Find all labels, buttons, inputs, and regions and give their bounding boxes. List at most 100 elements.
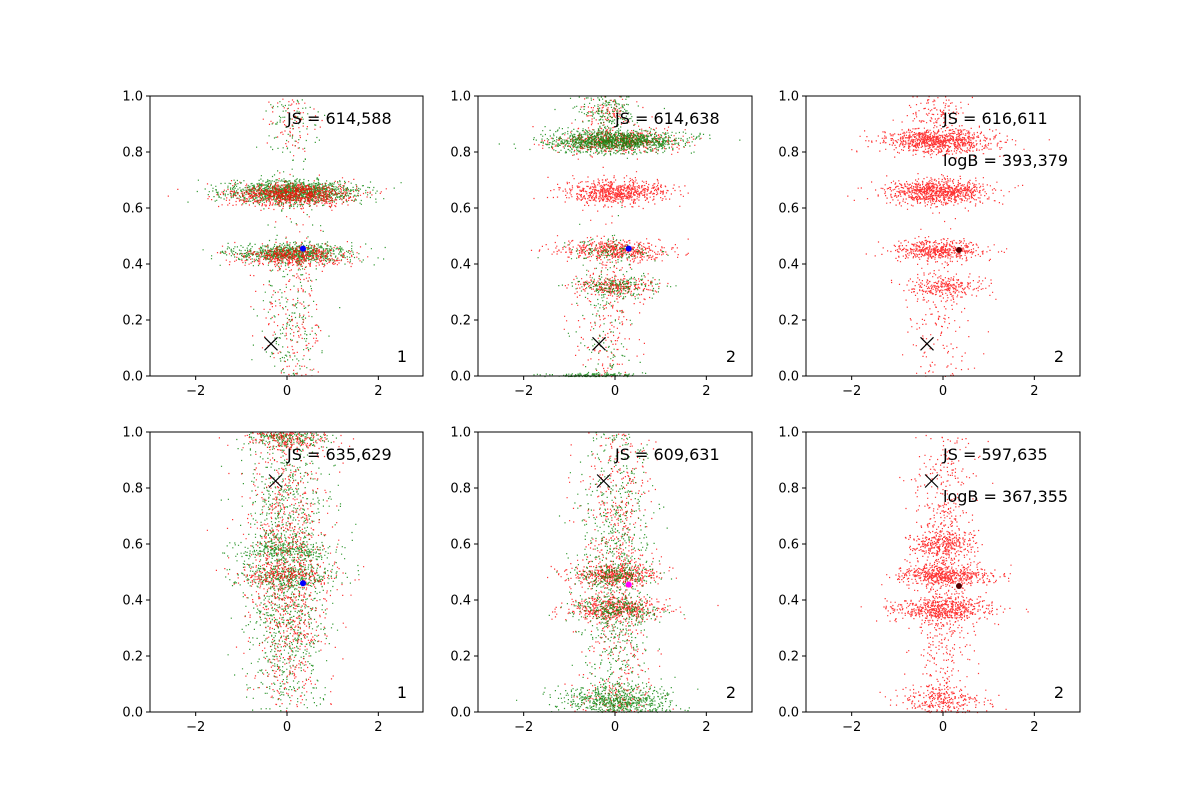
scatter-points xyxy=(847,96,1050,377)
y-tick-label: 0.0 xyxy=(450,370,471,385)
y-tick-label: 0.8 xyxy=(450,146,471,161)
y-tick-label: 0.6 xyxy=(122,538,143,553)
x-tick-label: 0 xyxy=(939,720,947,735)
axis-ticks: −2 0 2 0.0 0.2 0.4 0.6 0.8 1.0 xyxy=(450,90,710,400)
scatter-points xyxy=(498,96,741,378)
y-tick-label: 1.0 xyxy=(122,426,143,441)
x-tick-label: 2 xyxy=(1030,720,1038,735)
js-annotation: JS = 616,611 xyxy=(942,109,1048,128)
y-tick-label: 0.8 xyxy=(450,482,471,497)
logb-annotation: logB = 393,379 xyxy=(943,151,1068,170)
panel-index-label: 1 xyxy=(397,347,407,366)
y-tick-label: 0.2 xyxy=(450,314,471,329)
y-tick-label: 0.4 xyxy=(450,594,471,609)
center-point-marker xyxy=(625,581,632,588)
scatter-series-points xyxy=(516,432,699,714)
panel-index-label: 2 xyxy=(726,683,736,702)
x-tick-label: 0 xyxy=(611,720,619,735)
y-tick-label: 0.6 xyxy=(778,538,799,553)
y-tick-label: 0.4 xyxy=(778,258,799,273)
js-annotation: JS = 614,638 xyxy=(614,109,720,128)
scatter-series-points xyxy=(547,432,719,713)
cross-marker xyxy=(596,474,611,488)
y-tick-label: 1.0 xyxy=(450,426,471,441)
y-tick-label: 0.6 xyxy=(778,202,799,217)
panel-index-label: 2 xyxy=(726,347,736,366)
center-point-marker xyxy=(955,583,962,589)
cross-marker xyxy=(920,336,934,351)
y-tick-label: 0.0 xyxy=(778,370,799,385)
cross-marker xyxy=(268,474,283,488)
scatter-points xyxy=(516,432,719,714)
axis-ticks: −2 0 2 0.0 0.2 0.4 0.6 0.8 1.0 xyxy=(778,90,1038,400)
panel-r2c2: −2 0 2 0.0 0.2 0.4 0.6 0.8 1.0 JS = 609,631 2 xyxy=(450,426,753,736)
y-tick-label: 0.2 xyxy=(778,314,799,329)
panel-r1c3: −2 0 2 0.0 0.2 0.4 0.6 0.8 1.0 JS = 616,611 logB… xyxy=(778,90,1081,400)
center-point-marker xyxy=(625,245,632,252)
y-tick-label: 0.4 xyxy=(122,258,143,273)
y-tick-label: 0.4 xyxy=(122,594,143,609)
js-annotation: JS = 635,629 xyxy=(286,445,392,464)
logb-annotation: logB = 367,355 xyxy=(943,487,1068,506)
js-annotation: JS = 614,588 xyxy=(286,109,392,128)
x-tick-label: 0 xyxy=(939,384,947,399)
y-tick-label: 1.0 xyxy=(778,426,799,441)
axis-ticks: −2 0 2 0.0 0.2 0.4 0.6 0.8 1.0 xyxy=(778,426,1038,736)
y-tick-label: 1.0 xyxy=(450,90,471,105)
y-tick-label: 0.4 xyxy=(778,594,799,609)
center-point-marker xyxy=(955,247,962,253)
y-tick-label: 1.0 xyxy=(778,90,799,105)
x-tick-label: 0 xyxy=(611,384,619,399)
x-tick-label: 2 xyxy=(374,384,382,399)
panel-index-label: 2 xyxy=(1054,347,1064,366)
panel-r2c3: −2 0 2 0.0 0.2 0.4 0.6 0.8 1.0 JS = 597,635 logB… xyxy=(778,426,1081,736)
y-tick-label: 0.0 xyxy=(122,370,143,385)
y-tick-label: 0.8 xyxy=(122,482,143,497)
y-tick-label: 1.0 xyxy=(122,90,143,105)
x-tick-label: 2 xyxy=(374,720,382,735)
y-tick-label: 0.6 xyxy=(450,202,471,217)
panel-r2c1: −2 0 2 0.0 0.2 0.4 0.6 0.8 1.0 JS = 635,629 1 xyxy=(122,426,424,736)
y-tick-label: 0.0 xyxy=(450,706,471,721)
x-tick-label: −2 xyxy=(186,384,205,399)
x-tick-label: 0 xyxy=(283,720,291,735)
scatter-points xyxy=(167,98,402,377)
panel-r1c1: −2 0 2 0.0 0.2 0.4 0.6 0.8 1.0 JS = 614,588 1 xyxy=(122,90,424,400)
x-tick-label: −2 xyxy=(842,384,861,399)
y-tick-label: 0.2 xyxy=(122,650,143,665)
js-annotation: JS = 609,631 xyxy=(614,445,720,464)
scatter-series-points xyxy=(847,96,1050,377)
cross-marker xyxy=(924,474,939,488)
panel-index-label: 1 xyxy=(397,683,407,702)
panel-r1c2: −2 0 2 0.0 0.2 0.4 0.6 0.8 1.0 JS = 614,638 2 xyxy=(450,90,753,400)
axis-ticks: −2 0 2 0.0 0.2 0.4 0.6 0.8 1.0 xyxy=(122,90,382,400)
x-tick-label: 2 xyxy=(702,384,710,399)
y-tick-label: 0.0 xyxy=(778,706,799,721)
y-tick-label: 0.2 xyxy=(122,314,143,329)
center-point-marker xyxy=(299,245,306,252)
scatter-points xyxy=(206,432,365,712)
y-tick-label: 0.8 xyxy=(122,146,143,161)
cross-marker xyxy=(592,336,606,351)
axis-ticks: −2 0 2 0.0 0.2 0.4 0.6 0.8 1.0 xyxy=(450,426,710,736)
scatter-series-points xyxy=(206,432,365,712)
scatter-points xyxy=(860,434,1029,714)
panel-index-label: 2 xyxy=(1054,683,1064,702)
x-tick-label: 2 xyxy=(1030,384,1038,399)
x-tick-label: −2 xyxy=(514,384,533,399)
y-tick-label: 0.6 xyxy=(450,538,471,553)
y-tick-label: 0.4 xyxy=(450,258,471,273)
x-tick-label: 0 xyxy=(283,384,291,399)
cross-marker xyxy=(264,336,278,351)
y-tick-label: 0.6 xyxy=(122,202,143,217)
js-annotation: JS = 597,635 xyxy=(942,445,1048,464)
x-tick-label: −2 xyxy=(186,720,205,735)
axis-ticks: −2 0 2 0.0 0.2 0.4 0.6 0.8 1.0 xyxy=(122,426,382,736)
center-point-marker xyxy=(299,580,306,587)
y-tick-label: 0.2 xyxy=(778,650,799,665)
x-tick-label: 2 xyxy=(702,720,710,735)
x-tick-label: −2 xyxy=(514,720,533,735)
y-tick-label: 0.8 xyxy=(778,146,799,161)
x-tick-label: −2 xyxy=(842,720,861,735)
